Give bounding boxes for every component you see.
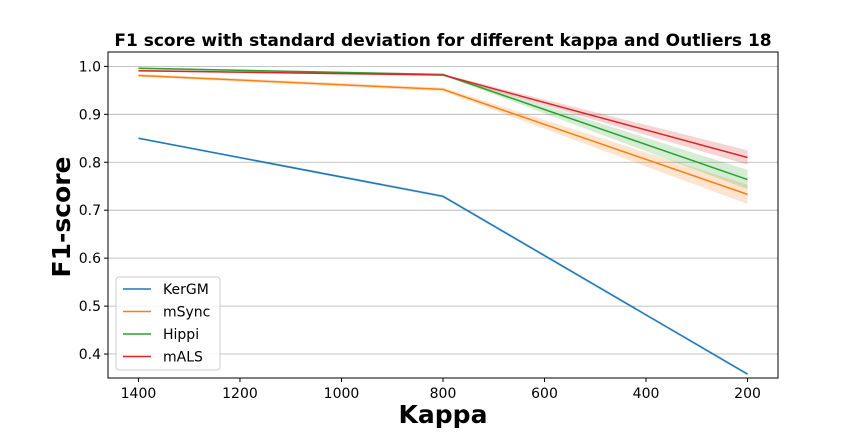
chart-title: F1 score with standard deviation for dif…	[114, 31, 771, 51]
x-axis-label: Kappa	[399, 400, 488, 429]
y-tick-label: 0.9	[79, 107, 101, 123]
x-tick-label: 400	[633, 386, 660, 402]
legend: KerGM mSync Hippi mALS	[115, 276, 221, 371]
x-axis-ticks: 1400 1200 1000 800 600 400 200	[121, 378, 761, 402]
x-tick-label: 600	[531, 386, 558, 402]
std-band-msync	[138, 74, 748, 204]
x-tick-label: 1200	[222, 386, 258, 402]
x-tick-label: 200	[734, 386, 761, 402]
std-band-kergm	[138, 137, 748, 376]
legend-box	[115, 276, 221, 371]
y-tick-label: 1.0	[79, 59, 101, 75]
y-tick-label: 0.7	[79, 203, 101, 219]
series-line-kergm	[138, 137, 748, 375]
y-tick-label: 0.6	[79, 251, 101, 267]
x-tick-label: 800	[430, 386, 457, 402]
legend-label: Hippi	[163, 327, 199, 343]
series-lines	[138, 67, 748, 375]
y-tick-label: 0.8	[79, 155, 101, 171]
y-tick-label: 0.4	[79, 347, 101, 363]
y-axis-ticks: 0.4 0.5 0.6 0.7 0.8 0.9 1.0	[79, 59, 108, 363]
y-axis-label: F1-score	[47, 156, 76, 277]
legend-label: mALS	[163, 350, 203, 366]
y-tick-label: 0.5	[79, 299, 101, 315]
legend-label: KerGM	[163, 282, 209, 298]
std-bands	[138, 67, 748, 376]
x-tick-label: 1000	[324, 386, 360, 402]
series-line-mals	[138, 69, 748, 159]
series-line-msync	[138, 74, 748, 196]
legend-label: mSync	[163, 305, 210, 321]
x-tick-label: 1400	[121, 386, 157, 402]
